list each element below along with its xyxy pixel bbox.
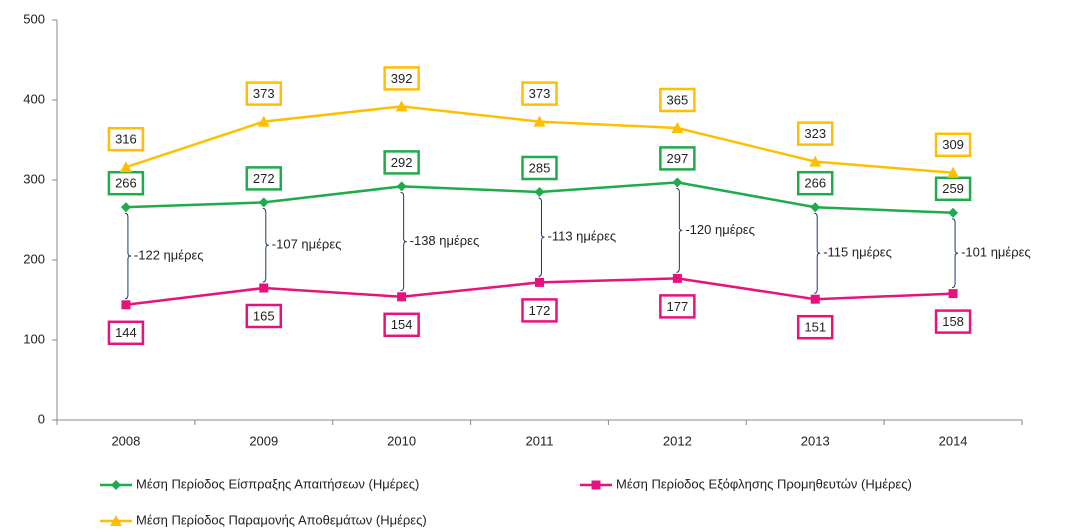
data-label-box — [934, 309, 972, 334]
x-tick-label: 2008 — [111, 433, 140, 448]
data-label: 292 — [391, 155, 413, 170]
data-label: 373 — [529, 86, 551, 101]
data-label: 285 — [529, 160, 551, 175]
data-label-box — [245, 166, 283, 191]
data-label-box — [521, 81, 558, 106]
point — [119, 161, 132, 173]
data-label: 309 — [942, 137, 964, 152]
point — [121, 300, 131, 310]
data-label: 158 — [942, 314, 964, 329]
point — [397, 292, 407, 302]
data-label: 272 — [253, 171, 275, 186]
bracket — [124, 212, 131, 300]
data-label-box — [107, 320, 145, 346]
x-tick-label: 2013 — [801, 433, 830, 448]
point — [395, 100, 408, 112]
x-tick-label: 2012 — [663, 433, 692, 448]
legend-marker — [111, 480, 121, 490]
y-tick-label: 0 — [38, 411, 45, 426]
annotation: -138 ημέρες — [410, 233, 480, 248]
data-label: 392 — [391, 71, 413, 86]
x-tick-label: 2011 — [526, 433, 554, 448]
y-tick-label: 100 — [23, 331, 45, 346]
annotation: -122 ημέρες — [134, 247, 204, 262]
bracket — [952, 218, 959, 289]
data-label: 373 — [253, 86, 275, 101]
x-tick-label: 2010 — [387, 433, 416, 448]
legend-marker — [110, 515, 122, 526]
data-label-box — [383, 312, 420, 338]
point — [948, 289, 958, 299]
data-label-box — [659, 294, 696, 319]
point — [257, 115, 270, 127]
data-label-box — [521, 298, 558, 323]
data-label: 316 — [115, 132, 137, 147]
y-tick-label: 400 — [23, 91, 45, 106]
point — [535, 277, 544, 287]
point — [120, 202, 131, 213]
data-label: 297 — [667, 151, 689, 166]
data-label: 266 — [115, 176, 137, 191]
point — [948, 207, 959, 218]
point — [809, 155, 822, 167]
annotation: -107 ημέρες — [272, 237, 342, 252]
data-label-box — [383, 66, 420, 91]
point — [947, 166, 960, 178]
data-label: 177 — [667, 299, 689, 314]
y-tick-label: 200 — [23, 251, 45, 266]
data-label-box — [934, 132, 972, 158]
data-label: 144 — [115, 325, 137, 340]
data-label-box — [245, 81, 283, 106]
bracket — [262, 207, 269, 283]
data-label: 365 — [667, 92, 689, 107]
annotation: -115 ημέρες — [823, 245, 892, 260]
data-label-box — [659, 146, 696, 171]
point — [258, 197, 269, 208]
data-label-box — [245, 303, 283, 329]
data-label-box — [796, 121, 834, 146]
data-label: 323 — [804, 126, 826, 141]
bracket — [814, 212, 821, 294]
data-label-box — [107, 126, 145, 152]
x-tick-label: 2009 — [249, 433, 278, 448]
legend-marker — [591, 480, 601, 490]
data-label-box — [796, 314, 834, 340]
point — [671, 122, 684, 133]
bracket — [400, 191, 407, 292]
bracket — [676, 187, 683, 273]
point — [672, 273, 682, 283]
point — [259, 283, 269, 293]
point — [533, 115, 546, 127]
data-label: 154 — [391, 317, 413, 332]
data-label: 266 — [804, 176, 826, 191]
point — [396, 181, 407, 192]
point — [672, 177, 683, 188]
data-label-box — [521, 155, 558, 181]
x-tick-label: 2014 — [939, 433, 968, 448]
point — [810, 294, 820, 304]
data-label-box — [383, 150, 420, 175]
data-label: 172 — [529, 303, 551, 318]
data-label-box — [659, 87, 696, 113]
data-label: 259 — [942, 181, 964, 196]
point — [534, 187, 545, 197]
legend-label: Μέση Περίοδος Εξόφλησης Προμηθευτών (Ημέ… — [616, 476, 912, 491]
annotation: -113 ημέρες — [548, 229, 617, 244]
data-label-box — [796, 170, 834, 196]
legend-label: Μέση Περίοδος Είσπραξης Απαιτήσεων (Ημέρ… — [136, 476, 419, 491]
data-label: 151 — [804, 320, 826, 335]
data-label: 165 — [253, 308, 275, 323]
bracket — [538, 197, 545, 277]
legend-label: Μέση Περίοδος Παραμονής Αποθεμάτων (Ημέρ… — [136, 512, 427, 527]
y-tick-label: 500 — [23, 11, 45, 26]
annotation: -101 ημέρες — [961, 245, 1031, 260]
annotation: -120 ημέρες — [685, 222, 755, 237]
point — [810, 202, 821, 213]
y-tick-label: 300 — [23, 171, 45, 186]
